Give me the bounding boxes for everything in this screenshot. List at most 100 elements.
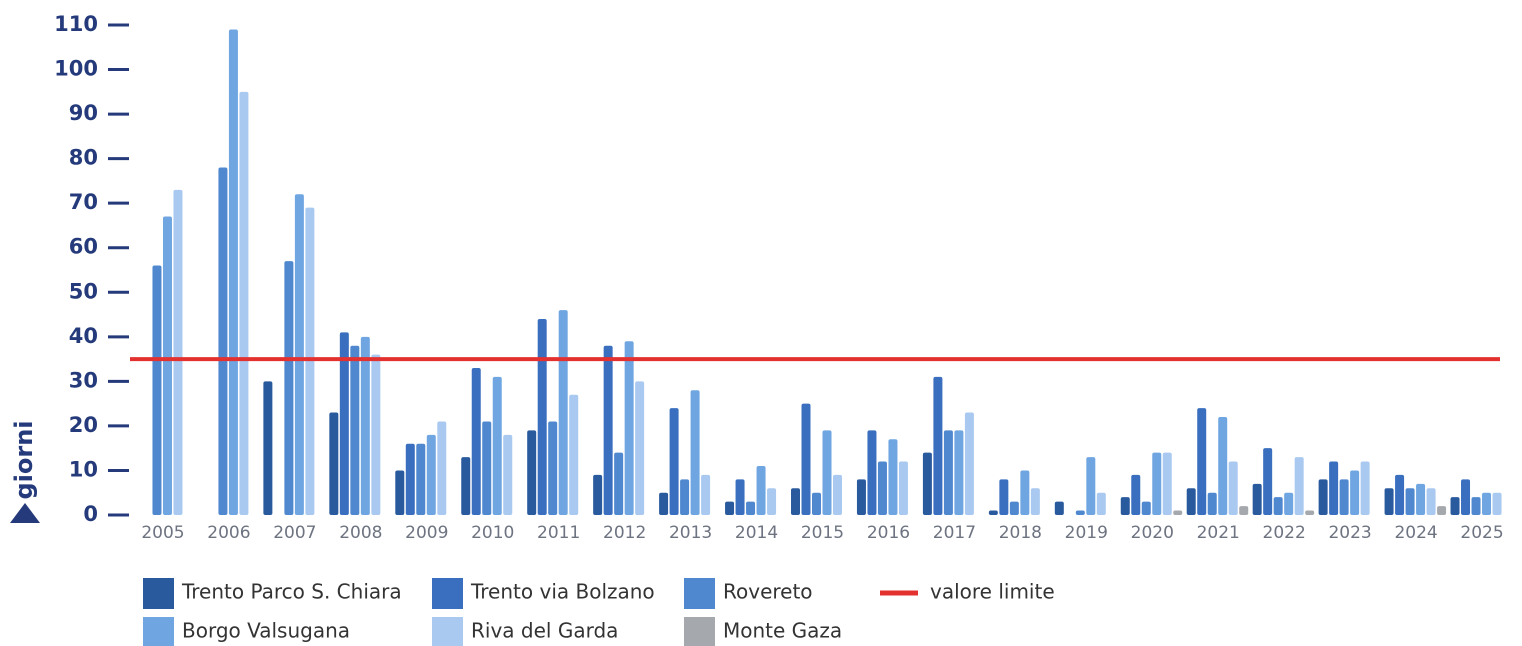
bar <box>1131 474 1141 515</box>
bar <box>988 510 998 515</box>
bar <box>954 430 964 515</box>
bar <box>943 430 953 515</box>
bar <box>1284 492 1294 515</box>
x-tick-label: 2011 <box>537 523 580 543</box>
legend-label: Trento Parco S. Chiara <box>181 580 402 604</box>
bar <box>218 167 228 515</box>
bar <box>1294 457 1304 515</box>
bar <box>152 265 162 515</box>
bar <box>1395 474 1405 515</box>
bar <box>1252 483 1262 515</box>
bar <box>624 341 634 515</box>
x-tick-label: 2005 <box>141 523 184 543</box>
bar <box>162 216 172 515</box>
bar <box>1020 470 1030 515</box>
bar <box>833 474 842 515</box>
x-tick-label: 2017 <box>933 523 976 543</box>
x-tick-label: 2009 <box>405 523 448 543</box>
x-tick-label: 2019 <box>1065 523 1108 543</box>
x-tick-label: 2014 <box>735 523 778 543</box>
bar <box>1450 497 1460 515</box>
y-tick-label: 50 <box>69 279 98 303</box>
bar <box>614 452 624 515</box>
legend-swatch <box>143 617 174 646</box>
bar <box>1162 452 1172 515</box>
bar <box>669 408 679 515</box>
bar <box>1030 488 1040 515</box>
bar <box>284 261 294 515</box>
bar <box>635 381 645 515</box>
bar <box>791 488 800 515</box>
bar <box>1273 497 1283 515</box>
bar <box>329 412 339 515</box>
bar <box>1305 510 1315 515</box>
bar <box>1350 470 1360 515</box>
y-tick-label: 100 <box>54 57 98 81</box>
bar <box>1096 492 1106 515</box>
bar <box>999 479 1009 515</box>
bar <box>1075 510 1085 515</box>
legend-label: Rovereto <box>723 580 813 604</box>
bar <box>680 479 690 515</box>
y-tick-label: 10 <box>69 457 98 481</box>
bar <box>690 390 700 515</box>
bar <box>405 443 415 515</box>
bar <box>350 345 360 515</box>
bar <box>1318 479 1328 515</box>
bar <box>1263 448 1273 515</box>
bar <box>228 29 238 515</box>
x-tick-label: 2007 <box>273 523 316 543</box>
bar <box>1405 488 1415 515</box>
bar <box>603 345 613 515</box>
x-tick-label: 2012 <box>603 523 646 543</box>
y-tick-label: 80 <box>69 146 98 170</box>
y-tick-label: 70 <box>69 190 98 214</box>
bar <box>416 443 426 515</box>
bar <box>537 319 547 515</box>
x-tick-label: 2023 <box>1328 523 1371 543</box>
legend-swatch <box>684 578 715 609</box>
bar <box>471 368 481 515</box>
bar <box>1228 461 1238 515</box>
bar <box>395 470 405 515</box>
bar <box>756 466 766 515</box>
bar <box>822 430 832 515</box>
x-tick-label: 2022 <box>1263 523 1306 543</box>
legend-swatch <box>684 617 715 646</box>
bar <box>437 421 447 515</box>
legend-label: Monte Gaza <box>723 619 842 643</box>
bar <box>1492 492 1502 515</box>
bar <box>933 376 943 515</box>
bar <box>1461 479 1471 515</box>
bar <box>898 461 908 515</box>
x-tick-label: 2024 <box>1394 523 1437 543</box>
bar <box>1339 479 1349 515</box>
bar <box>735 479 745 515</box>
bar <box>746 501 756 515</box>
bar <box>877 461 887 515</box>
bar <box>239 91 249 516</box>
bar <box>482 421 492 515</box>
bar <box>569 394 579 515</box>
x-tick-label: 2016 <box>867 523 910 543</box>
y-axis-label: giorni <box>10 420 38 499</box>
bar <box>360 336 370 515</box>
y-tick-label: 0 <box>83 502 98 526</box>
bar <box>371 354 381 515</box>
y-tick-label: 20 <box>69 413 98 437</box>
y-tick-label: 30 <box>69 368 98 392</box>
bar <box>1152 452 1162 515</box>
x-tick-label: 2021 <box>1197 523 1240 543</box>
bar <box>492 376 502 515</box>
y-tick-label: 40 <box>69 324 98 348</box>
bar <box>867 430 877 515</box>
bar <box>1009 501 1019 515</box>
bar <box>1482 492 1492 515</box>
y-tick-label: 110 <box>54 12 98 36</box>
bar <box>812 492 821 515</box>
bar <box>548 421 558 515</box>
legend-swatch <box>143 578 174 609</box>
bar <box>461 457 471 515</box>
bar <box>856 479 866 515</box>
legend-swatch <box>432 578 463 609</box>
